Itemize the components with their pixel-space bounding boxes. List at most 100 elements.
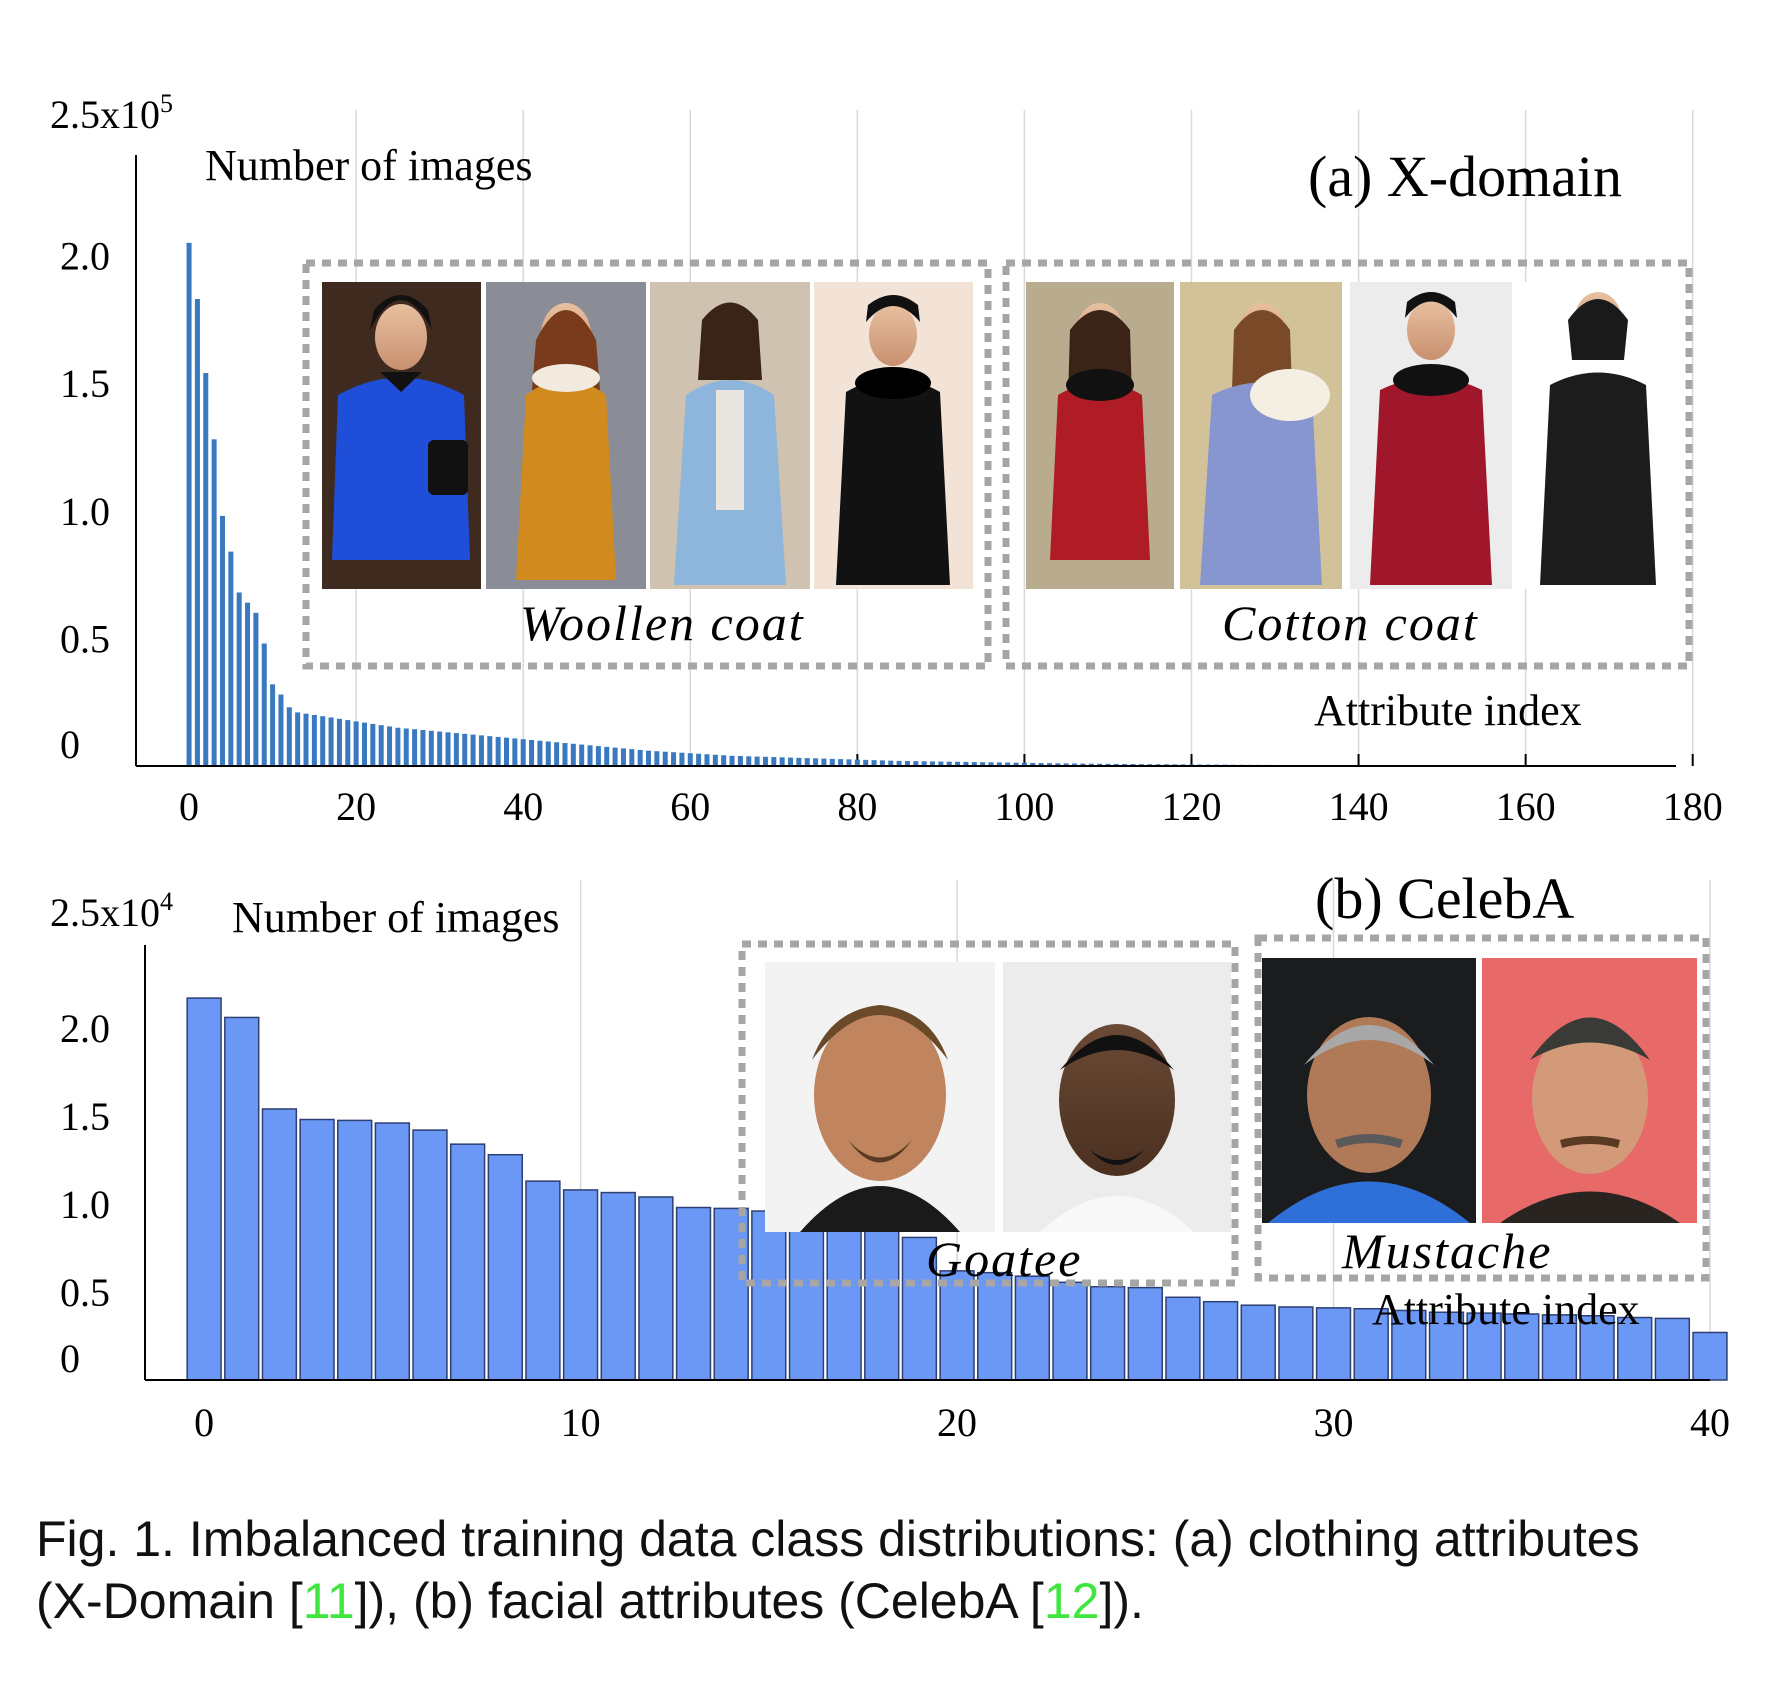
bar	[470, 734, 476, 766]
bar	[203, 372, 209, 766]
bar	[675, 1206, 712, 1381]
bar	[1046, 763, 1052, 766]
bar	[729, 755, 735, 766]
bar	[1030, 762, 1036, 766]
x-tick-label: 40	[1690, 1400, 1730, 1445]
bar	[186, 242, 192, 767]
bar	[713, 1207, 749, 1381]
x-tick-label: 20	[937, 1400, 977, 1445]
caption-line-1: Fig. 1. Imbalanced training data class d…	[36, 1511, 1640, 1567]
y-tick-label: 0.5	[60, 1270, 110, 1315]
bar	[829, 758, 835, 766]
bar	[261, 643, 267, 766]
bar	[646, 750, 652, 766]
bar	[846, 759, 852, 766]
x-tick-label: 80	[837, 784, 877, 829]
caption-text: (X-Domain [	[36, 1573, 303, 1629]
bar	[612, 747, 618, 766]
y-tick-label: 1.0	[60, 1182, 110, 1227]
y-tick-label: 2.0	[60, 1006, 110, 1051]
inset-woollen-coat: Woollen coat	[302, 259, 992, 670]
y-tick-label: 0	[60, 1336, 80, 1381]
bar	[788, 1217, 825, 1381]
bar	[211, 439, 217, 766]
bar	[587, 745, 593, 766]
bar	[1240, 1304, 1276, 1381]
bar	[696, 753, 702, 766]
bar	[1617, 1316, 1653, 1381]
bar	[299, 1118, 335, 1381]
x-tick-label: 180	[1663, 784, 1723, 829]
bar	[977, 1271, 1013, 1381]
bar	[449, 1143, 486, 1381]
bar	[224, 1016, 260, 1381]
bar	[771, 757, 777, 766]
x-tick-label: 100	[994, 784, 1054, 829]
bar	[437, 731, 443, 766]
bar	[904, 761, 910, 766]
bar	[387, 726, 393, 766]
x-tick-label: 30	[1314, 1400, 1354, 1445]
bar	[303, 713, 309, 766]
bar	[804, 758, 810, 766]
bar	[337, 1119, 373, 1381]
bar	[453, 733, 459, 766]
bar	[813, 758, 819, 766]
bar	[687, 753, 693, 766]
bar	[788, 757, 794, 766]
bar	[721, 755, 727, 766]
woollen-coat-photo-2	[486, 282, 646, 589]
panel-a-bars	[186, 242, 1604, 767]
bar	[328, 717, 334, 766]
bar	[1654, 1317, 1691, 1381]
bar	[751, 1210, 787, 1381]
bar	[679, 752, 685, 766]
x-tick-label: 0	[194, 1400, 214, 1445]
citation-link-12[interactable]: 12	[1043, 1573, 1100, 1629]
bar	[1052, 1281, 1088, 1381]
bar	[1013, 762, 1019, 766]
bar	[562, 1189, 599, 1381]
bar	[1278, 1306, 1314, 1381]
bar	[1105, 763, 1111, 766]
panel-a-x-domain-chart: 0 0.5 1.0 1.5 2.0 0 20 40 60 80 100 120 140 160 180 2…	[50, 89, 1723, 829]
bar	[796, 757, 802, 766]
bar	[754, 756, 760, 766]
bar	[345, 720, 351, 766]
inset-label-mustache: Mustache	[1341, 1223, 1552, 1279]
inset-cotton-coat: Cotton coat	[1002, 259, 1693, 670]
panel-b-x-tick-labels: 0 10 20 30 40	[194, 1400, 1730, 1445]
bar	[503, 737, 510, 766]
bar	[228, 551, 234, 766]
bar	[1097, 763, 1103, 766]
bar	[712, 754, 718, 766]
bar	[1089, 1285, 1126, 1381]
panel-a-x-tick-labels: 0 20 40 60 80 100 120 140 160 180	[179, 784, 1723, 829]
citation-link-11[interactable]: 11	[302, 1573, 355, 1629]
bar	[1122, 763, 1128, 766]
x-tick-label: 40	[503, 784, 543, 829]
bar	[662, 751, 668, 766]
bar	[245, 602, 251, 766]
bar	[270, 684, 276, 766]
bar	[219, 515, 225, 766]
bar	[963, 761, 969, 766]
panel-a-y-axis-label: Number of images	[205, 141, 532, 190]
bar	[495, 736, 501, 766]
bar	[353, 721, 359, 766]
bar	[478, 735, 484, 766]
bar	[336, 718, 342, 766]
y-tick-label: 0	[60, 722, 80, 767]
bar	[838, 759, 844, 766]
bar	[378, 725, 384, 766]
bar	[737, 756, 743, 766]
bar	[1088, 763, 1094, 766]
bar	[913, 761, 919, 766]
bar	[939, 1270, 975, 1381]
inset-box	[738, 940, 1239, 1287]
bar	[1080, 763, 1086, 766]
panel-b-y-axis-label: Number of images	[232, 893, 559, 942]
bar	[236, 592, 242, 766]
x-tick-label: 20	[336, 784, 376, 829]
bar	[1315, 1307, 1352, 1381]
